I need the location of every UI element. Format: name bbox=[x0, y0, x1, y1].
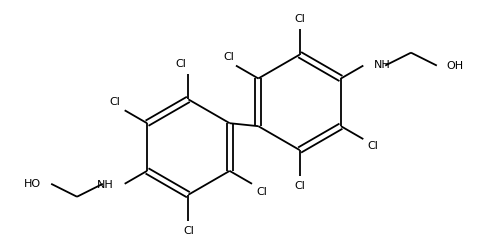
Text: OH: OH bbox=[447, 61, 464, 71]
Text: Cl: Cl bbox=[367, 141, 378, 151]
Text: Cl: Cl bbox=[256, 187, 267, 197]
Text: NH: NH bbox=[97, 180, 114, 190]
Text: Cl: Cl bbox=[294, 181, 305, 191]
Text: Cl: Cl bbox=[110, 97, 121, 107]
Text: Cl: Cl bbox=[294, 14, 305, 24]
Text: Cl: Cl bbox=[223, 52, 234, 62]
Text: NH: NH bbox=[374, 60, 391, 69]
Text: HO: HO bbox=[24, 179, 41, 189]
Text: Cl: Cl bbox=[175, 59, 186, 69]
Text: Cl: Cl bbox=[183, 226, 194, 236]
